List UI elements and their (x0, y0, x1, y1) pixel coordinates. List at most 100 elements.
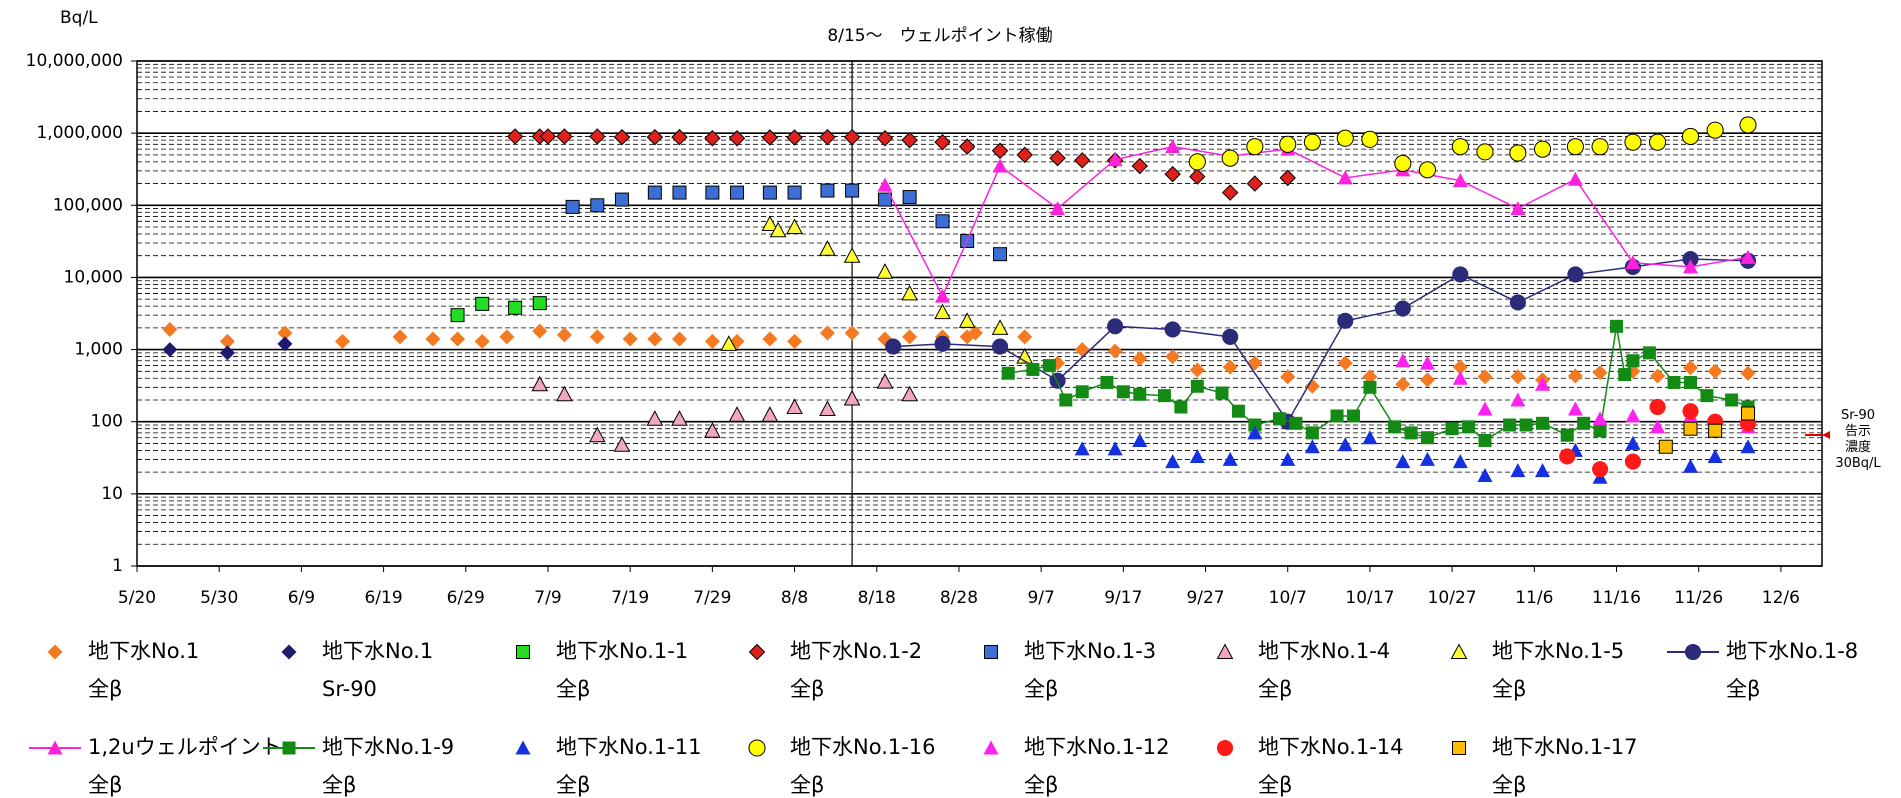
point (1404, 426, 1418, 440)
point (1246, 138, 1264, 156)
point (1050, 201, 1066, 216)
point (1535, 376, 1551, 391)
point (1362, 369, 1378, 385)
legend-marker (1216, 643, 1234, 659)
point (1049, 149, 1066, 167)
point (877, 177, 893, 192)
legend-label: 地下水No.1-3 全β (1024, 639, 1156, 701)
point (1567, 368, 1583, 384)
x-tick-label: 6/19 (364, 588, 402, 608)
chart-title: 8/15～ ウェルポイント稼働 (827, 26, 1052, 46)
point (761, 406, 779, 422)
point (1741, 406, 1756, 421)
x-tick-label: 10/7 (1269, 588, 1307, 608)
legend-marker (47, 644, 63, 660)
point (1642, 346, 1656, 360)
point (1683, 421, 1698, 436)
point (1164, 321, 1181, 338)
legend-label: 地下水No.1-17 全β (1492, 735, 1638, 797)
point (1280, 369, 1296, 385)
point (1165, 349, 1181, 365)
point (845, 183, 860, 198)
point (993, 247, 1008, 262)
point (704, 422, 721, 438)
point (787, 333, 803, 349)
point (787, 185, 802, 200)
point (1248, 418, 1262, 432)
legend-marker (748, 643, 766, 661)
point (934, 335, 951, 352)
legend-label: 地下水No.1-9 全β (322, 735, 454, 797)
point (1452, 173, 1468, 188)
point (1650, 368, 1666, 384)
point (1165, 454, 1181, 469)
point (1305, 426, 1319, 440)
point (1075, 385, 1089, 399)
point (1536, 416, 1550, 430)
point (508, 300, 523, 315)
point (901, 385, 918, 402)
point (588, 426, 606, 443)
point (1016, 146, 1033, 164)
point (1074, 441, 1090, 456)
legend-marker (516, 645, 530, 659)
x-tick-label: 9/7 (1027, 588, 1054, 608)
point (1337, 355, 1353, 371)
point (958, 138, 976, 155)
point (556, 385, 573, 402)
point (1337, 437, 1353, 452)
point (1478, 433, 1492, 447)
point (277, 336, 293, 352)
point (647, 331, 663, 347)
legend-marker (1450, 643, 1468, 659)
y-tick-label: 10 (101, 484, 123, 504)
x-tick-label: 5/30 (200, 588, 238, 608)
point (1700, 389, 1714, 403)
point (1452, 266, 1469, 283)
point (1477, 467, 1493, 482)
point (671, 410, 688, 426)
legend-label: 地下水No.1-14 全β (1258, 735, 1404, 797)
point (1445, 422, 1459, 436)
grid (137, 60, 1822, 567)
point (935, 214, 950, 229)
x-tick-label: 9/27 (1186, 588, 1224, 608)
point (1330, 409, 1344, 423)
point (934, 303, 951, 320)
point (1247, 425, 1263, 440)
legend-label: 地下水No.1-8 全β (1726, 639, 1858, 701)
point (1231, 404, 1245, 418)
point (1246, 175, 1264, 192)
point (1535, 463, 1551, 478)
point (450, 331, 466, 347)
point (565, 199, 580, 214)
point (1452, 370, 1468, 385)
point (219, 333, 235, 349)
point (1682, 458, 1698, 473)
point (647, 185, 662, 200)
x-tick-label: 11/16 (1592, 588, 1641, 608)
point (499, 329, 515, 345)
point (1725, 393, 1739, 407)
point (1592, 411, 1608, 426)
point (902, 190, 917, 205)
point (1567, 401, 1583, 416)
point (1510, 201, 1526, 216)
legend-marker (983, 740, 999, 755)
y-tick-label: 100 (91, 412, 123, 432)
point (819, 400, 836, 417)
point (1221, 184, 1239, 201)
point (162, 321, 178, 337)
point (1049, 372, 1066, 389)
point (590, 198, 605, 213)
point (1593, 424, 1607, 438)
point (1026, 362, 1040, 376)
point (728, 130, 746, 147)
point (1189, 362, 1205, 378)
point (556, 128, 573, 145)
point (450, 308, 465, 323)
point (646, 128, 664, 146)
point (1618, 368, 1632, 382)
point (991, 142, 1009, 159)
